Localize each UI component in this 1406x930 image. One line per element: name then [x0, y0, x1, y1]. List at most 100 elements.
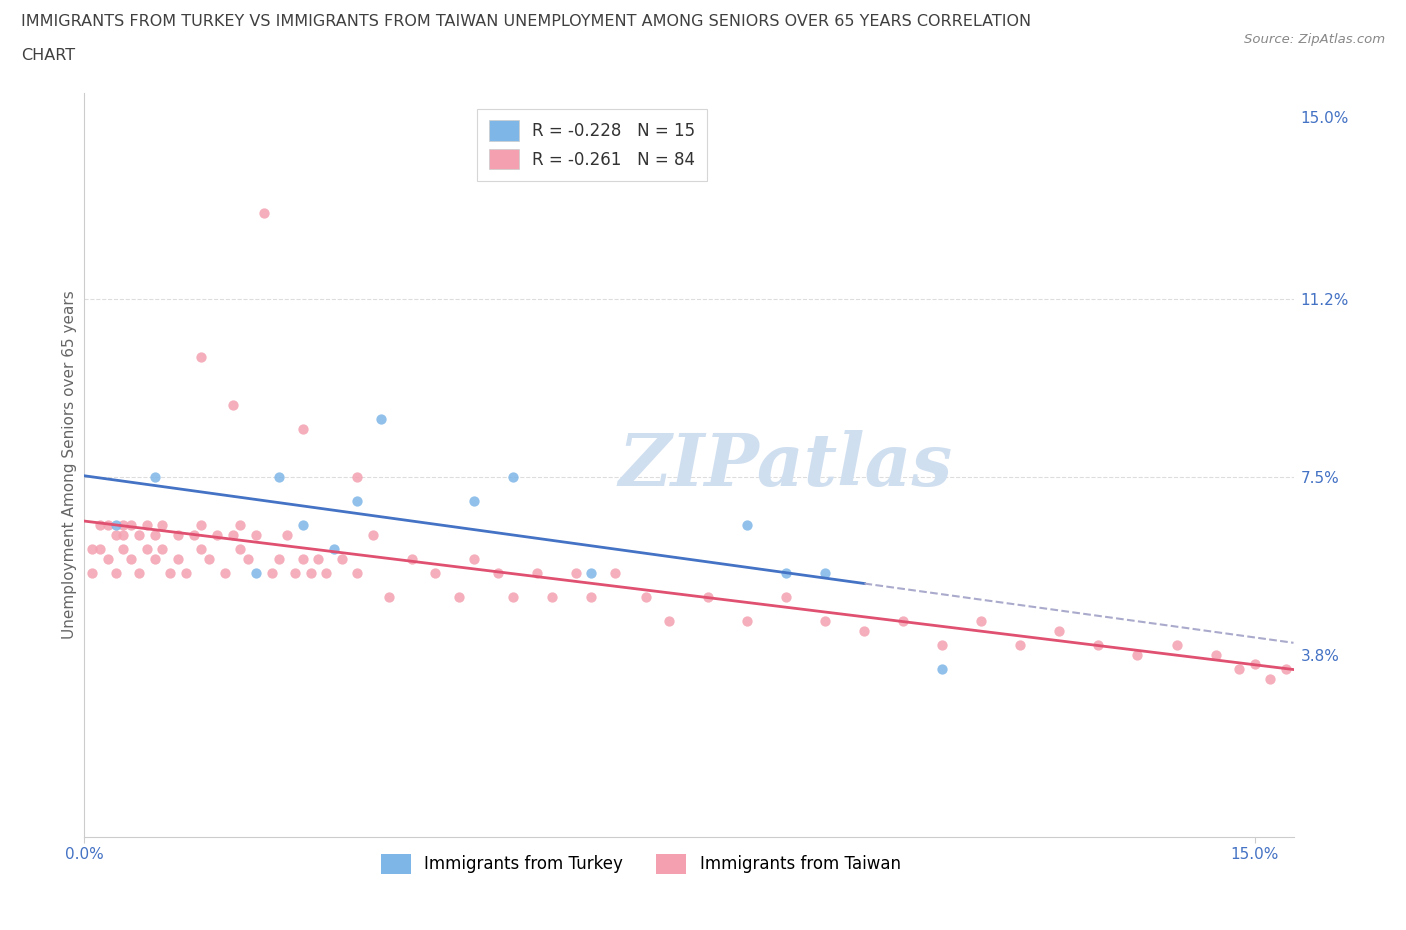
Point: [775, 590, 797, 604]
Point: [253, 206, 276, 220]
Point: [120, 551, 142, 566]
Point: [931, 661, 953, 676]
Point: [526, 565, 548, 580]
Point: [221, 527, 243, 542]
Point: [214, 565, 236, 580]
Point: [104, 527, 127, 542]
Text: IMMIGRANTS FROM TURKEY VS IMMIGRANTS FROM TAIWAN UNEMPLOYMENT AMONG SENIORS OVER: IMMIGRANTS FROM TURKEY VS IMMIGRANTS FRO…: [21, 14, 1031, 29]
Point: [502, 470, 524, 485]
Point: [291, 518, 314, 533]
Point: [1274, 661, 1296, 676]
Legend: Immigrants from Turkey, Immigrants from Taiwan: Immigrants from Turkey, Immigrants from …: [374, 847, 907, 881]
Point: [229, 518, 252, 533]
Point: [1227, 661, 1250, 676]
Point: [346, 494, 368, 509]
Point: [167, 527, 190, 542]
Point: [135, 518, 157, 533]
Point: [221, 397, 243, 412]
Point: [97, 551, 120, 566]
Point: [502, 590, 524, 604]
Point: [603, 565, 626, 580]
Point: [346, 565, 368, 580]
Point: [143, 527, 166, 542]
Point: [1087, 638, 1109, 653]
Point: [565, 565, 588, 580]
Point: [167, 551, 190, 566]
Point: [1049, 623, 1071, 638]
Point: [291, 421, 314, 436]
Point: [634, 590, 657, 604]
Point: [463, 494, 485, 509]
Point: [1258, 671, 1281, 686]
Point: [269, 470, 291, 485]
Point: [931, 638, 953, 653]
Point: [159, 565, 181, 580]
Point: [425, 565, 447, 580]
Point: [143, 551, 166, 566]
Point: [229, 541, 252, 556]
Text: Source: ZipAtlas.com: Source: ZipAtlas.com: [1244, 33, 1385, 46]
Point: [1205, 647, 1227, 662]
Point: [183, 527, 205, 542]
Point: [120, 518, 142, 533]
Point: [581, 590, 603, 604]
Point: [1243, 657, 1265, 671]
Point: [128, 527, 150, 542]
Text: ZIPatlas: ZIPatlas: [619, 430, 953, 500]
Point: [284, 565, 307, 580]
Point: [245, 527, 267, 542]
Point: [112, 518, 135, 533]
Point: [370, 412, 392, 427]
Point: [970, 614, 993, 629]
Text: CHART: CHART: [21, 48, 75, 63]
Point: [775, 565, 797, 580]
Point: [447, 590, 470, 604]
Point: [853, 623, 876, 638]
Point: [330, 551, 353, 566]
Point: [291, 551, 314, 566]
Point: [89, 541, 111, 556]
Point: [1166, 638, 1188, 653]
Point: [276, 527, 298, 542]
Point: [112, 541, 135, 556]
Point: [190, 518, 212, 533]
Point: [269, 551, 291, 566]
Point: [198, 551, 221, 566]
Point: [1126, 647, 1149, 662]
Point: [315, 565, 337, 580]
Point: [737, 614, 759, 629]
Point: [377, 590, 399, 604]
Point: [128, 565, 150, 580]
Point: [190, 541, 212, 556]
Point: [1010, 638, 1032, 653]
Point: [697, 590, 720, 604]
Point: [323, 541, 346, 556]
Point: [174, 565, 197, 580]
Point: [238, 551, 260, 566]
Point: [82, 541, 104, 556]
Point: [486, 565, 509, 580]
Point: [581, 565, 603, 580]
Point: [104, 565, 127, 580]
Point: [401, 551, 423, 566]
Y-axis label: Unemployment Among Seniors over 65 years: Unemployment Among Seniors over 65 years: [62, 291, 77, 640]
Point: [814, 565, 837, 580]
Point: [112, 527, 135, 542]
Point: [260, 565, 283, 580]
Point: [361, 527, 384, 542]
Point: [135, 541, 157, 556]
Point: [245, 565, 267, 580]
Point: [299, 565, 322, 580]
Point: [89, 518, 111, 533]
Point: [205, 527, 228, 542]
Point: [104, 518, 127, 533]
Point: [463, 551, 485, 566]
Point: [82, 565, 104, 580]
Point: [346, 470, 368, 485]
Point: [150, 541, 173, 556]
Point: [893, 614, 915, 629]
Point: [190, 350, 212, 365]
Point: [307, 551, 329, 566]
Point: [150, 518, 173, 533]
Point: [737, 518, 759, 533]
